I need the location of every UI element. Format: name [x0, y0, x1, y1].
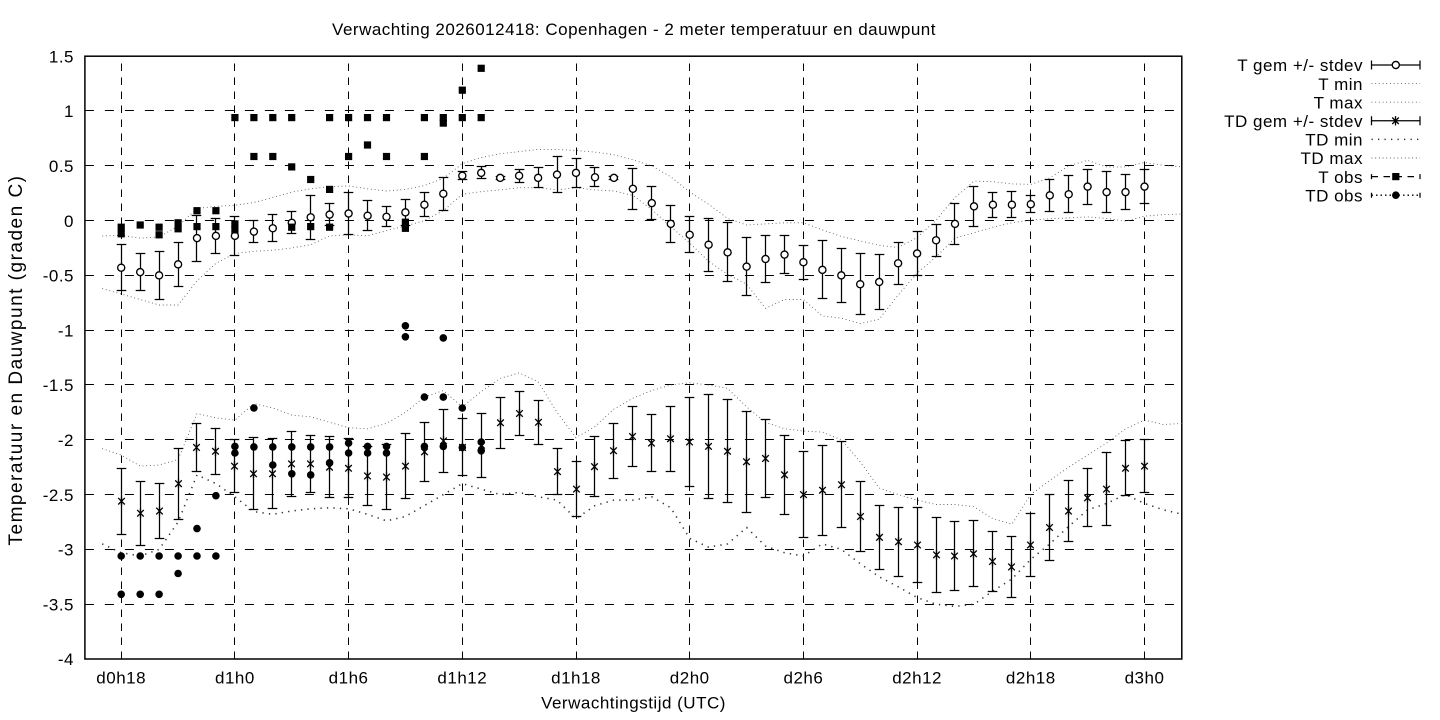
svg-text:1: 1 — [64, 102, 74, 121]
svg-text:-3: -3 — [58, 541, 74, 560]
svg-text:d1h6: d1h6 — [329, 669, 369, 688]
svg-text:Verwachting 2026012418: Copenh: Verwachting 2026012418: Copenhagen - 2 m… — [332, 20, 936, 39]
svg-text:T obs: T obs — [1318, 168, 1363, 187]
svg-text:d2h0: d2h0 — [670, 669, 710, 688]
svg-text:1.5: 1.5 — [49, 47, 74, 66]
svg-text:d2h18: d2h18 — [1006, 669, 1056, 688]
svg-text:-2.5: -2.5 — [43, 486, 74, 505]
svg-text:-2: -2 — [58, 431, 74, 450]
svg-text:Temperatuur en Dauwpunt (grade: Temperatuur en Dauwpunt (graden C) — [6, 174, 27, 545]
svg-text:T max: T max — [1314, 93, 1363, 112]
svg-text:d0h18: d0h18 — [96, 669, 146, 688]
svg-text:Verwachtingstijd (UTC): Verwachtingstijd (UTC) — [541, 694, 726, 713]
svg-text:-0.5: -0.5 — [43, 267, 74, 286]
svg-text:T gem +/- stdev: T gem +/- stdev — [1237, 56, 1363, 75]
svg-text:TD gem +/- stdev: TD gem +/- stdev — [1224, 112, 1363, 131]
svg-text:-1: -1 — [58, 321, 74, 340]
svg-text:-4: -4 — [58, 650, 74, 669]
svg-text:0: 0 — [64, 212, 74, 231]
svg-text:d2h6: d2h6 — [783, 669, 823, 688]
svg-text:TD min: TD min — [1305, 131, 1363, 150]
svg-text:-3.5: -3.5 — [43, 595, 74, 614]
svg-text:0.5: 0.5 — [49, 157, 74, 176]
svg-text:d1h18: d1h18 — [551, 669, 601, 688]
svg-text:d2h12: d2h12 — [892, 669, 942, 688]
svg-text:d3h0: d3h0 — [1125, 669, 1165, 688]
svg-text:TD obs: TD obs — [1305, 186, 1363, 205]
svg-text:-1.5: -1.5 — [43, 376, 74, 395]
svg-text:d1h12: d1h12 — [437, 669, 487, 688]
svg-text:TD max: TD max — [1301, 149, 1364, 168]
svg-text:T min: T min — [1318, 75, 1363, 94]
svg-text:d1h0: d1h0 — [215, 669, 255, 688]
